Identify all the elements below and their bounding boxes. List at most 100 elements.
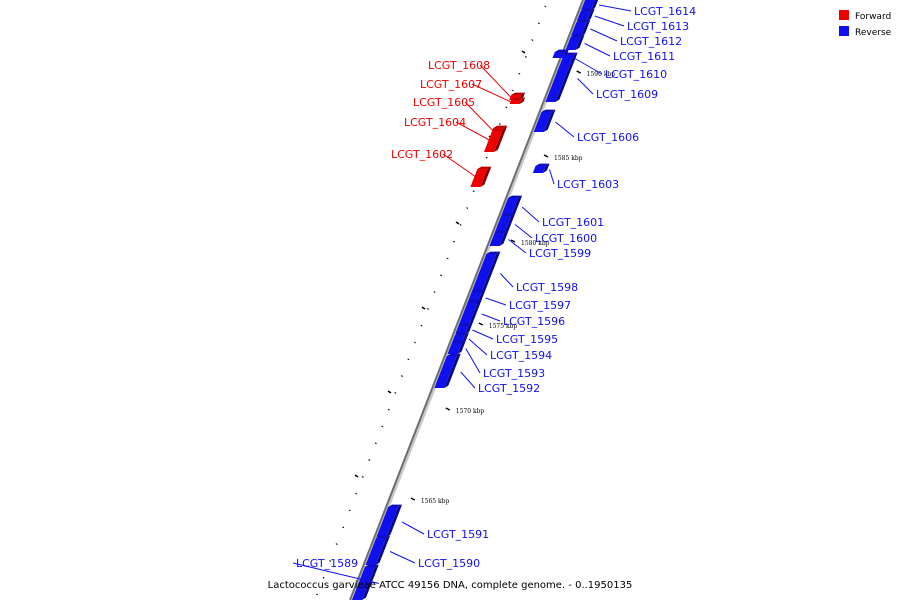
gene-connector [577,78,594,95]
gene-feature-side [386,504,403,537]
major-tick [421,306,426,310]
gene-feature-top [580,8,595,11]
gene-feature[interactable] [483,128,507,152]
gene-label[interactable]: LCGT_1602 [391,148,453,161]
gene-feature-side [362,564,379,600]
gene-feature[interactable] [501,195,523,216]
gene-feature[interactable] [352,564,379,600]
legend-label-forward: Forward [855,12,891,22]
gene-feature-side [591,0,599,10]
minor-tick [413,341,416,344]
gene-feature-top [511,92,526,95]
gene-feature-top [446,353,461,356]
gene-label[interactable]: LCGT_1596 [503,315,565,328]
major-tick [387,390,392,394]
gene-feature-side [499,230,509,246]
gene-label[interactable]: LCGT_1605 [413,96,475,109]
gene-feature-top [477,166,492,169]
gene-feature-body [581,0,595,10]
minor-tick [355,492,358,495]
minor-tick [368,459,371,462]
gene-label[interactable]: LCGT_1608 [428,59,490,72]
gene-label[interactable]: LCGT_1606 [577,131,639,144]
gene-feature[interactable] [581,0,599,10]
gene-feature-side [511,195,523,216]
minor-tick [472,190,475,193]
scale-ticks: 1565 kbp 1570 kbp 1575 kbp 1580 kbp 1585 kbp… [316,5,616,596]
scale-tick-label: 1590 kbp [587,71,616,78]
gene-feature[interactable] [471,251,501,293]
gene-feature-top [511,97,526,100]
gene-connector [481,313,501,322]
gene-connector [479,64,512,98]
gene-label[interactable]: LCGT_1595 [496,333,558,346]
gene-label[interactable]: LCGT_1592 [478,382,540,395]
gene-label[interactable]: LCGT_1591 [427,528,489,541]
gene-feature-body [376,507,399,537]
map-caption: Lactococcus garvieae ATCC 49156 DNA, com… [268,580,633,591]
major-tick [543,154,549,158]
gene-feature[interactable] [365,535,391,565]
gene-feature[interactable] [565,34,585,50]
minor-tick [426,307,430,310]
gene-label[interactable]: LCGT_1607 [420,78,482,91]
gene-feature[interactable] [571,19,591,36]
minor-tick [400,375,403,378]
gene-feature[interactable] [489,230,509,246]
minor-tick [524,55,527,58]
gene-label[interactable]: LCGT_1613 [627,20,689,33]
minor-tick [374,442,377,445]
gene-feature-side [481,251,501,293]
gene-label[interactable]: LCGT_1590 [418,557,480,570]
gene-label[interactable]: LCGT_1609 [596,88,658,101]
gene-feature-side [444,353,461,388]
gene-feature[interactable] [509,97,526,104]
scale-tick-label: 1585 kbp [554,155,583,162]
gene-label[interactable]: LCGT_1601 [542,216,604,229]
gene-label[interactable]: LCGT_1597 [509,299,571,312]
gene-feature[interactable] [434,353,461,388]
minor-tick [322,576,325,579]
gene-feature[interactable] [447,340,466,354]
gene-feature-top [494,230,509,233]
minor-tick [394,391,397,394]
minor-tick [498,123,501,126]
gene-feature[interactable] [533,109,556,132]
gene-feature-body [576,11,591,21]
gene-connector [598,4,632,12]
gene-label[interactable]: LCGT_1594 [490,349,552,362]
gene-feature[interactable] [494,213,516,233]
gene-feature-body [471,254,497,293]
gene-feature[interactable] [458,299,482,326]
gene-feature[interactable] [576,8,595,21]
gene-label[interactable]: LCGT_1603 [557,178,619,191]
gene-feature-side [493,128,507,152]
gene-label[interactable]: LCGT_1612 [620,35,682,48]
gene-label[interactable]: LCGT_1611 [613,50,675,63]
gene-label[interactable]: LCGT_1598 [516,281,578,294]
gene-label[interactable]: LCGT_1604 [404,116,466,129]
gene-label[interactable]: LCGT_1600 [535,232,597,245]
gene-feature-top [467,299,482,302]
gene-feature[interactable] [470,166,492,187]
gene-feature-body [489,233,505,246]
scale-tick-label: 1575 kbp [489,323,518,330]
minor-tick [316,593,319,596]
gene-feature[interactable] [376,504,403,537]
gene-feature-top [570,34,585,37]
legend-swatch-reverse [839,26,849,36]
gene-feature[interactable] [532,163,550,173]
gene-connector [401,521,425,535]
gene-label[interactable]: LCGT_1614 [634,5,696,18]
gene-feature[interactable] [545,52,578,102]
gene-connector [468,338,488,356]
gene-feature[interactable] [455,323,473,334]
gene-feature-body [565,37,581,50]
gene-feature-side [461,332,469,343]
gene-label[interactable]: LCGT_1593 [483,367,545,380]
gene-label[interactable]: LCGT_1599 [529,247,591,260]
gene-label[interactable]: LCGT_1589 [296,557,358,570]
gene-label[interactable]: LCGT_1610 [605,68,667,81]
gene-feature-top [493,125,508,128]
